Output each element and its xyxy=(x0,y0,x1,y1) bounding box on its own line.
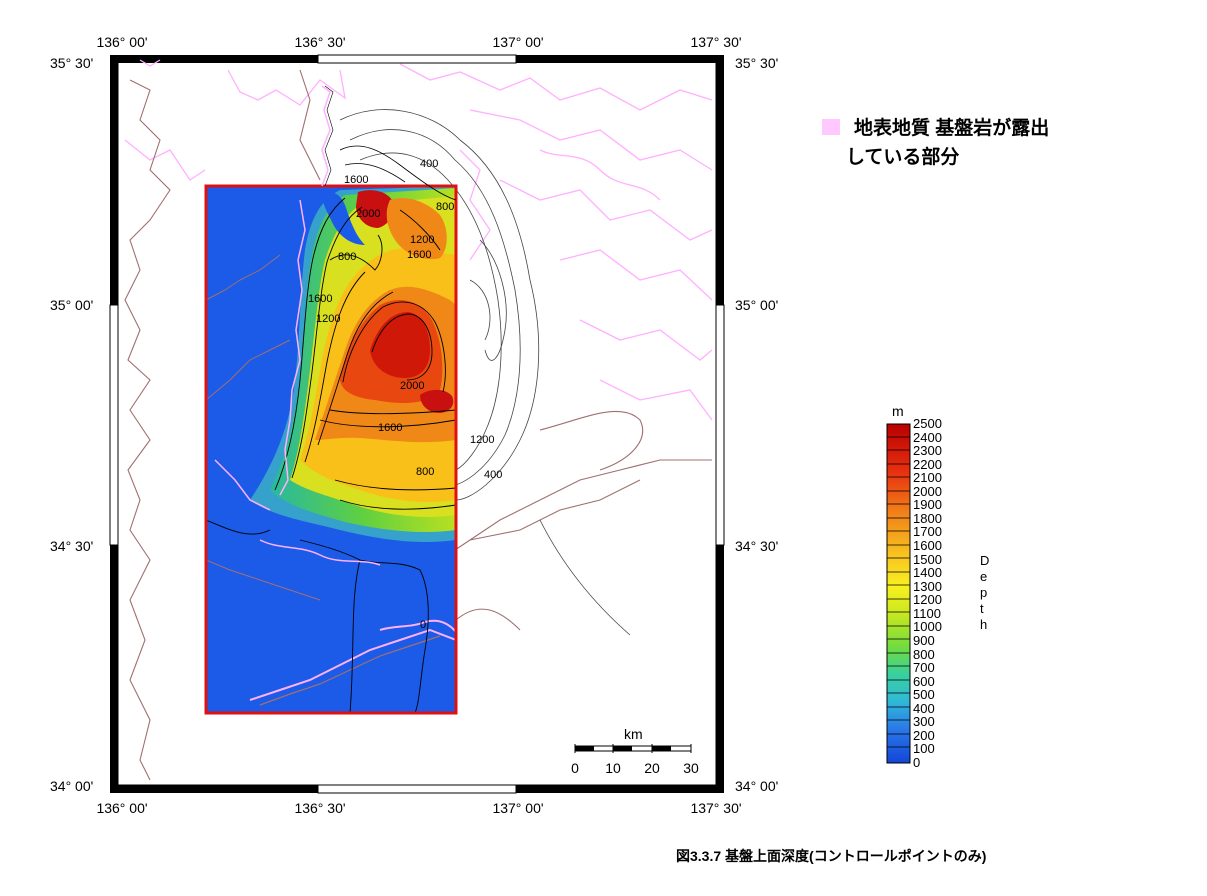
colorbar-label: 1400 xyxy=(913,565,942,581)
basement-outcrop-outlines xyxy=(124,59,713,421)
lat-tick-left-35-00: 35° 00' xyxy=(50,297,94,313)
contour-label-1600-south: 1600 xyxy=(378,422,402,434)
lon-tick-bottom-137-00: 137° 00' xyxy=(492,800,544,816)
colorbar-label: 700 xyxy=(913,660,935,676)
colorbar-label: 1700 xyxy=(913,524,942,540)
colorbar-label: 400 xyxy=(913,700,935,716)
colorbar-label: 100 xyxy=(913,741,935,757)
lon-tick-top-136-00: 136° 00' xyxy=(96,34,148,50)
scale-tick-20: 20 xyxy=(644,760,660,776)
lat-tick-right-34-00: 34° 00' xyxy=(735,778,779,794)
colorbar-label: 1500 xyxy=(913,551,942,567)
colorbar-label: 500 xyxy=(913,687,935,703)
contour-label-800-ne: 800 xyxy=(436,201,454,213)
scale-tick-0: 0 xyxy=(571,760,579,776)
contour-label-2000-nw: 2000 xyxy=(356,208,380,220)
colorbar-label: 1300 xyxy=(913,578,942,594)
study-area-border xyxy=(204,184,458,715)
scale-tick-30: 30 xyxy=(683,760,699,776)
lat-tick-right-35-30: 35° 30' xyxy=(735,55,779,71)
contour-label-400-north: 400 xyxy=(420,158,438,170)
colorbar-label: 800 xyxy=(913,646,935,662)
colorbar-label: 1600 xyxy=(913,538,942,554)
colorbar-label: 600 xyxy=(913,673,935,689)
colorbar-title-letter: p xyxy=(980,585,988,600)
scale-unit: km xyxy=(624,726,643,742)
colorbar-label: 1000 xyxy=(913,619,942,635)
contour-label-1200-west: 1200 xyxy=(316,313,340,325)
lat-tick-left-34-00: 34° 00' xyxy=(50,778,94,794)
colorbar-label: 1800 xyxy=(913,510,942,526)
contour-label-1200-east: 1200 xyxy=(470,434,494,446)
lon-tick-top-136-30: 136° 30' xyxy=(294,34,346,50)
colorbar-label: 1100 xyxy=(913,605,941,621)
contour-label-800-south: 800 xyxy=(416,466,434,478)
contour-labels: 400 800 1200 1600 2000 800 1600 2000 160… xyxy=(308,158,502,631)
colorbar-label: 2100 xyxy=(913,470,942,486)
contour-label-2000-center: 2000 xyxy=(400,380,424,392)
lat-tick-right-35-00: 35° 00' xyxy=(735,297,779,313)
lon-tick-top-137-30: 137° 30' xyxy=(690,34,742,50)
contour-label-800-west: 800 xyxy=(338,251,356,263)
colorbar-title-letter: h xyxy=(980,617,988,632)
legend-swatch-basement xyxy=(822,119,840,135)
colorbar-title-letter: D xyxy=(980,553,990,568)
contour-label-400-east: 400 xyxy=(484,469,502,481)
figure-caption: 図3.3.7 基盤上面深度(コントロールポイントのみ) xyxy=(676,848,987,864)
study-area-raster xyxy=(206,186,456,713)
colorbar-ticks xyxy=(887,436,910,748)
lon-tick-bottom-136-00: 136° 00' xyxy=(96,800,148,816)
colorbar-label: 200 xyxy=(913,727,935,743)
contour-label-1600-west: 1600 xyxy=(308,293,332,305)
contour-label-1200-ne: 1200 xyxy=(410,234,434,246)
contour-label-1600-ne: 1600 xyxy=(407,249,431,261)
lat-tick-left-35-30: 35° 30' xyxy=(50,55,94,71)
scale-tick-10: 10 xyxy=(605,760,621,776)
outer-contours xyxy=(339,109,631,636)
lon-tick-top-137-00: 137° 00' xyxy=(492,34,544,50)
colorbar-label: 900 xyxy=(913,632,935,648)
scale-bar xyxy=(574,744,692,753)
colorbar-label: 2300 xyxy=(913,443,942,459)
legend-line1: 地表地質 基盤岩が露出 xyxy=(854,118,1050,139)
legend-line2: している部分 xyxy=(846,147,960,168)
lat-tick-left-34-30: 34° 30' xyxy=(50,538,94,554)
colorbar-label: 1200 xyxy=(913,592,942,608)
colorbar-label: 1900 xyxy=(913,497,942,513)
lon-tick-bottom-136-30: 136° 30' xyxy=(294,800,346,816)
inlet-outline xyxy=(321,85,331,187)
colorbar-label: 0 xyxy=(913,755,921,770)
colorbar-unit: m xyxy=(892,403,904,419)
colorbar-label: 2200 xyxy=(913,456,942,472)
colorbar-label: 300 xyxy=(913,714,935,730)
contour-label-1600-nw: 1600 xyxy=(344,174,368,186)
colorbar xyxy=(886,423,911,764)
colorbar-label: 2000 xyxy=(913,483,942,499)
colorbar-label: 2400 xyxy=(913,429,942,445)
lat-tick-right-34-30: 34° 30' xyxy=(735,538,779,554)
contour-label-0-south: 0 xyxy=(420,619,426,631)
lon-tick-bottom-137-30: 137° 30' xyxy=(690,800,742,816)
colorbar-title-letter: t xyxy=(980,601,984,616)
colorbar-title-letter: e xyxy=(980,569,988,584)
colorbar-label: 2500 xyxy=(913,416,942,431)
